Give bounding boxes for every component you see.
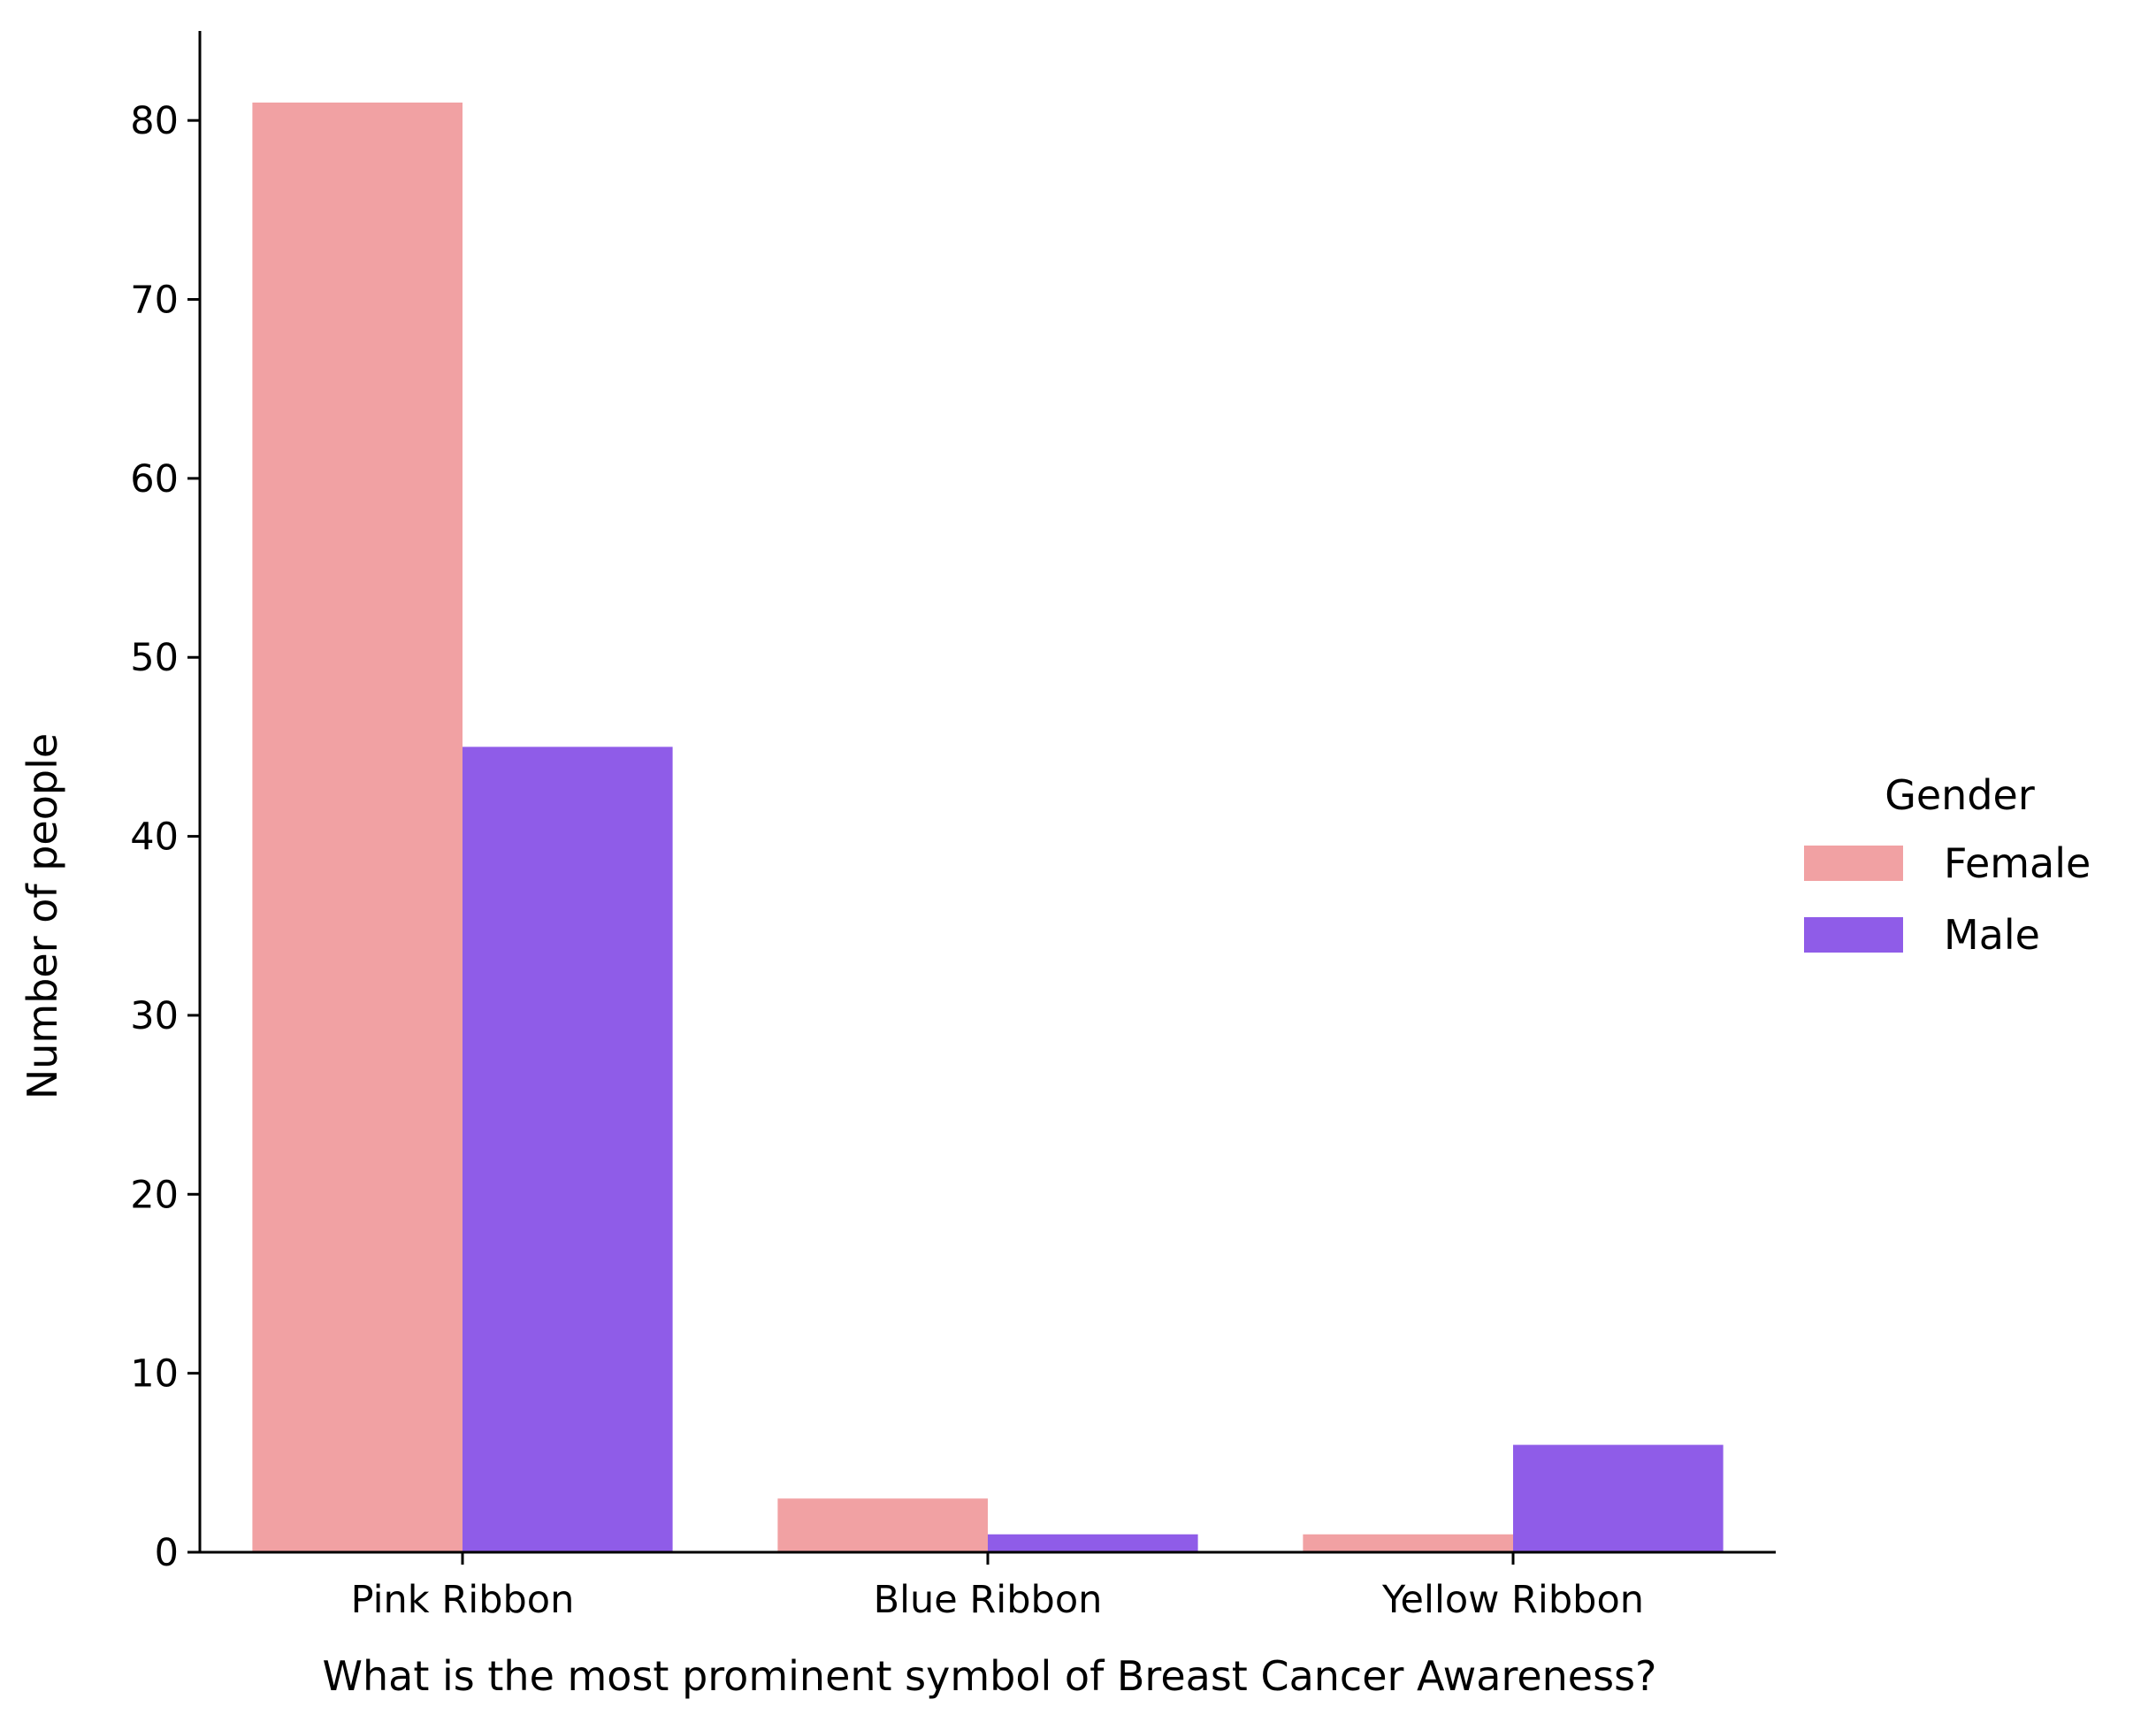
x-tick-label: Pink Ribbon xyxy=(351,1578,575,1622)
bar-female-yellow-ribbon xyxy=(1303,1534,1513,1552)
bar-male-blue-ribbon xyxy=(988,1534,1198,1552)
y-tick-label: 0 xyxy=(155,1531,179,1575)
y-ticks-group: 0 10 20 30 40 50 60 70 80 xyxy=(130,99,200,1575)
y-tick-label: 50 xyxy=(130,636,179,680)
bars-group xyxy=(252,102,1724,1553)
x-ticks-group: Pink Ribbon Blue Ribbon Yellow Ribbon xyxy=(351,1552,1644,1622)
x-tick-label: Blue Ribbon xyxy=(874,1578,1103,1622)
bar-male-pink-ribbon xyxy=(463,746,673,1552)
y-tick-label: 30 xyxy=(130,994,179,1038)
legend-swatch-male xyxy=(1804,917,1903,953)
x-axis-title: What is the most prominent symbol of Bre… xyxy=(323,1652,1657,1700)
plot-area: 0 10 20 30 40 50 60 70 80 Pink Ribbon Blue Ribbon… xyxy=(130,31,1776,1622)
y-tick-label: 20 xyxy=(130,1173,179,1217)
legend-items: Female Male xyxy=(1804,839,2091,959)
y-tick-label: 40 xyxy=(130,815,179,860)
bar-male-yellow-ribbon xyxy=(1513,1444,1724,1552)
legend: Gender Female Male xyxy=(1804,771,2091,959)
bar-female-pink-ribbon xyxy=(252,102,463,1553)
x-tick-label: Yellow Ribbon xyxy=(1381,1578,1644,1622)
y-tick-label: 80 xyxy=(130,99,179,143)
y-tick-label: 10 xyxy=(130,1352,179,1397)
legend-swatch-female xyxy=(1804,846,1903,881)
legend-title: Gender xyxy=(1885,771,2035,819)
y-tick-label: 60 xyxy=(130,457,179,501)
bar-female-blue-ribbon xyxy=(777,1498,988,1552)
y-axis-title: Number of people xyxy=(19,733,66,1099)
legend-label-female: Female xyxy=(1944,839,2091,887)
legend-label-male: Male xyxy=(1944,911,2040,959)
y-tick-label: 70 xyxy=(130,279,179,323)
